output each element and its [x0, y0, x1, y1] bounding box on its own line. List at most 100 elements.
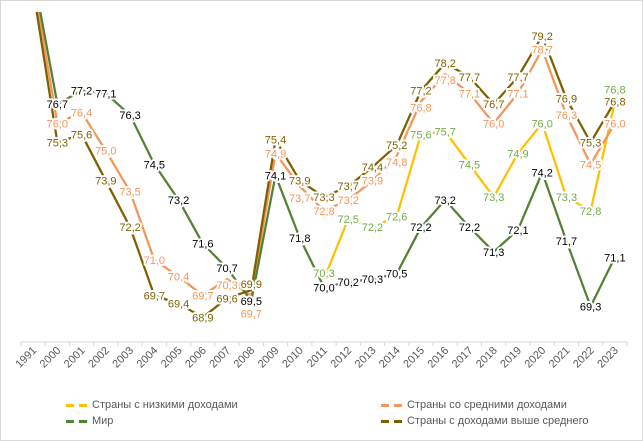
x-tick-label: 2004 [135, 345, 161, 371]
data-label: 73,3 [556, 192, 577, 204]
series-line-1 [37, 12, 616, 297]
x-tick-label: 2000 [38, 345, 64, 371]
x-tick-label: 2012 [329, 345, 355, 371]
data-label: 75,2 [386, 140, 407, 152]
data-label: 77,8 [434, 75, 455, 87]
data-label: 73,9 [95, 176, 116, 188]
data-label: 73,2 [338, 195, 359, 207]
data-label: 77,7 [507, 72, 528, 84]
data-label: 70,3 [313, 268, 334, 280]
legend-item-low-income: Страны с низкими доходами [66, 399, 238, 411]
data-label: 76,3 [119, 110, 140, 122]
x-tick-label: 2018 [474, 345, 500, 371]
data-label: 77,1 [95, 88, 116, 100]
legend-swatch-upper-middle-income [381, 419, 403, 423]
data-label: 74,2 [531, 168, 552, 180]
x-tick-label: 2002 [86, 345, 112, 371]
data-label: 73,9 [289, 176, 310, 188]
data-label: 73,2 [168, 195, 189, 207]
data-label: 69,5 [241, 296, 262, 308]
data-label: 75,3 [580, 137, 601, 149]
data-label: 76,0 [604, 118, 625, 130]
data-label: 69,3 [580, 301, 601, 313]
data-label: 73,3 [313, 192, 334, 204]
x-tick-label: 2008 [232, 345, 258, 371]
data-label: 74,5 [580, 159, 601, 171]
data-label: 69,4 [168, 299, 189, 311]
x-tick-label: 2023 [595, 345, 621, 371]
data-label: 74,4 [362, 162, 383, 174]
x-tick-label: 2003 [110, 345, 136, 371]
data-label: 76,0 [483, 118, 504, 130]
data-label: 76,8 [604, 96, 625, 108]
x-tick-label: 2019 [498, 345, 524, 371]
data-label: 71,7 [556, 236, 577, 248]
x-tick-label: 2005 [159, 345, 185, 371]
series-lines [35, 12, 616, 319]
data-label: 75,6 [71, 129, 92, 141]
data-label: 72,1 [507, 225, 528, 237]
data-label: 74,9 [265, 148, 286, 160]
legend-item-upper-middle-income: Страны с доходами выше среднего [381, 415, 589, 427]
legend-label-low-income: Страны с низкими доходами [92, 399, 238, 411]
data-label: 69,6 [216, 293, 237, 305]
data-label: 73,5 [119, 187, 140, 199]
data-label: 74,5 [459, 159, 480, 171]
x-tick-label: 2006 [183, 345, 209, 371]
data-label: 74,8 [386, 157, 407, 169]
x-tick-label: 2016 [426, 345, 452, 371]
data-label: 77,2 [410, 86, 431, 98]
data-label: 73,9 [362, 176, 383, 188]
data-label: 76,0 [47, 118, 68, 130]
data-label: 71,1 [604, 252, 625, 264]
data-label: 72,5 [338, 214, 359, 226]
x-tick-label: 2001 [62, 345, 88, 371]
data-label: 73,7 [289, 193, 310, 205]
data-label: 70,5 [386, 269, 407, 281]
x-tick-label: 2021 [547, 345, 573, 371]
legend-item-world: Мир [66, 415, 113, 427]
x-tick-label: 2017 [450, 345, 476, 371]
data-label: 73,2 [434, 195, 455, 207]
data-label: 76,0 [531, 118, 552, 130]
data-label: 71,3 [483, 247, 504, 259]
series-line-2 [39, 12, 616, 308]
legend-label-middle-income: Страны со средними доходами [407, 399, 567, 411]
data-label: 72,6 [386, 211, 407, 223]
data-label: 72,2 [459, 222, 480, 234]
data-labels: 76,777,2 77,176,374,573,271,670,769,574,1… [45, 29, 628, 327]
data-label: 70,7 [216, 263, 237, 275]
data-label: 74,5 [144, 159, 165, 171]
data-label: 75,3 [47, 137, 68, 149]
data-label: 74,1 [265, 170, 286, 182]
data-label: 76,8 [410, 102, 431, 114]
data-label: 73,3 [483, 192, 504, 204]
legend-label-world: Мир [92, 415, 114, 427]
data-label: 72,8 [580, 206, 601, 218]
data-label: 76,7 [47, 99, 68, 111]
data-label: 68,9 [192, 312, 213, 324]
x-tick-label: 2014 [377, 345, 403, 371]
data-label: 71,0 [144, 255, 165, 267]
series-line-3 [35, 12, 616, 319]
legend-item-middle-income: Страны со средними доходами [381, 399, 567, 411]
x-tick-label: 2015 [401, 345, 427, 371]
data-label: 71,8 [289, 233, 310, 245]
legend-swatch-low-income [66, 403, 88, 407]
x-tick-label: 1991 [13, 345, 39, 371]
data-label: 70,2 [338, 277, 359, 289]
data-label: 70,3 [362, 274, 383, 286]
x-axis-ticks: 1991200020012002200320042005200620072008… [13, 342, 628, 371]
data-label: 69,7 [192, 291, 213, 303]
data-label: 75,0 [95, 146, 116, 158]
data-label: 79,2 [531, 31, 552, 43]
data-label: 78,7 [531, 45, 552, 57]
series-line-0 [322, 101, 616, 280]
data-label: 76,9 [556, 94, 577, 106]
data-label: 77,1 [459, 88, 480, 100]
data-label: 71,6 [192, 239, 213, 251]
data-label: 70,0 [313, 282, 334, 294]
x-tick-label: 2020 [522, 345, 548, 371]
data-label: 70,4 [168, 271, 189, 283]
